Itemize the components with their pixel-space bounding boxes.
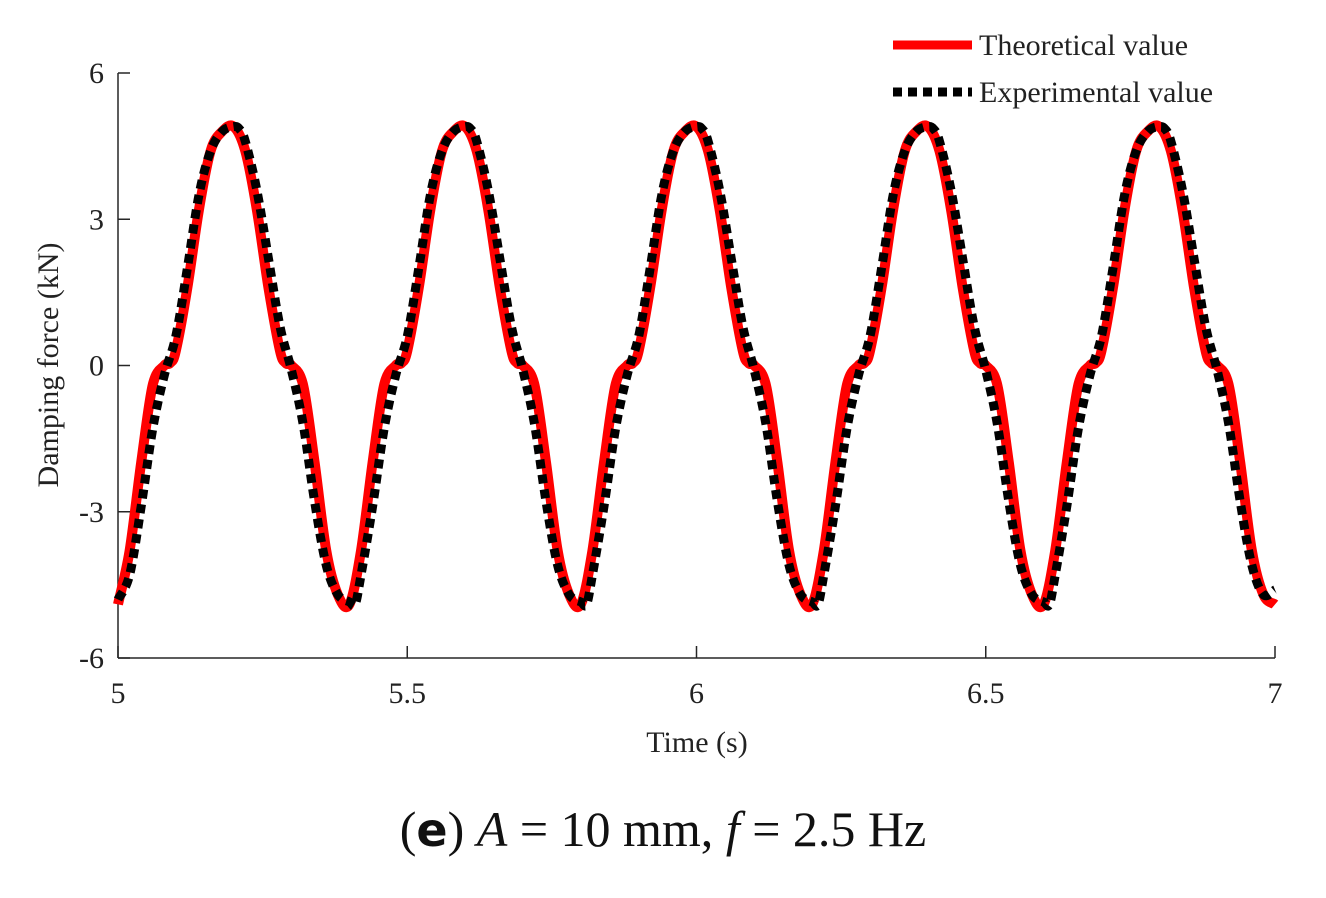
series-line-experimental bbox=[113, 121, 1278, 611]
x-tick-label: 6.5 bbox=[967, 677, 1005, 710]
x-tick-label: 5.5 bbox=[389, 677, 427, 710]
series-layer bbox=[113, 120, 1279, 613]
y-axis-label: Damping force (kN) bbox=[32, 243, 65, 488]
x-tick-label: 7 bbox=[1268, 677, 1283, 710]
caption-letter: e bbox=[416, 803, 448, 857]
caption-amplitude-value: = 10 mm, bbox=[519, 801, 714, 857]
y-tick-label: 6 bbox=[89, 57, 104, 90]
x-tick-label: 5 bbox=[111, 677, 126, 710]
x-axis-label: Time (s) bbox=[646, 726, 747, 759]
legend: Theoretical value Experimental value bbox=[893, 29, 1213, 109]
caption-frequency-value: = 2.5 Hz bbox=[752, 801, 927, 857]
y-tick-label: 3 bbox=[89, 203, 104, 236]
y-tick-label: -3 bbox=[79, 496, 104, 529]
ticks-layer: 5 5.5 6 6.5 7 6 3 0 -3 -6 bbox=[79, 57, 1283, 710]
caption-amplitude-symbol: A bbox=[476, 801, 508, 857]
y-tick-label: -6 bbox=[79, 642, 104, 675]
x-tick-label: 6 bbox=[689, 677, 704, 710]
caption-frequency-symbol: f bbox=[725, 801, 740, 857]
legend-label-theoretical: Theoretical value bbox=[979, 29, 1188, 62]
figure-caption: (e) A = 10 mm, f = 2.5 Hz bbox=[399, 801, 927, 857]
y-tick-label: 0 bbox=[89, 350, 104, 383]
series-line-theoretical bbox=[113, 120, 1279, 613]
legend-label-experimental: Experimental value bbox=[979, 76, 1213, 109]
